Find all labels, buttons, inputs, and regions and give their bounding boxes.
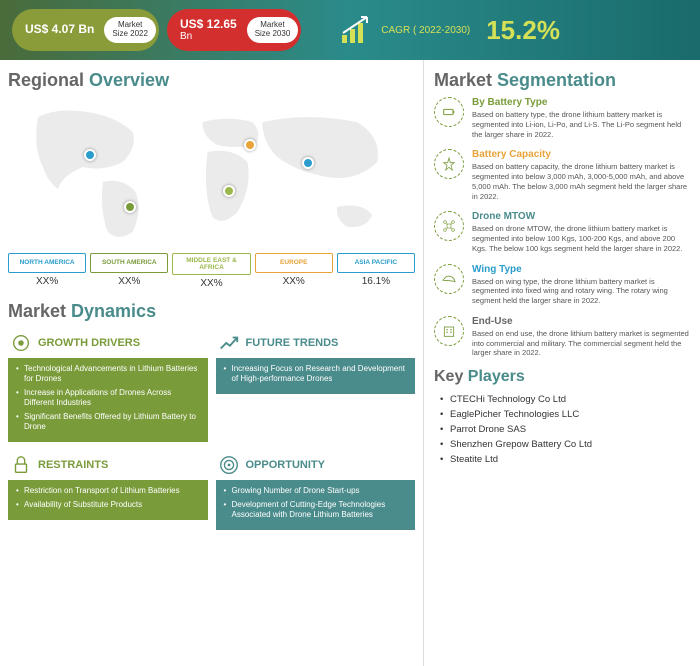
market-size-2022-pill: US$ 4.07 Bn MarketSize 2022: [12, 9, 159, 51]
dynamics-block-growth-drivers: GROWTH DRIVERS Technological Advancement…: [8, 328, 208, 442]
lock-icon: [10, 454, 32, 476]
pill-value: US$ 12.65Bn: [170, 18, 247, 42]
right-column: Market Segmentation By Battery TypeBased…: [424, 60, 700, 666]
pill-label: MarketSize 2030: [247, 17, 299, 43]
cagr-label: CAGR ( 2022-2030): [381, 25, 470, 36]
wing-icon: [434, 264, 464, 294]
cagr-value: 15.2%: [486, 15, 560, 46]
segment-drone-mtow: Drone MTOWBased on drone MTOW, the drone…: [434, 211, 690, 253]
target-icon: [218, 454, 240, 476]
region-boxes: NORTH AMERICAXX% SOUTH AMERICAXX% MIDDLE…: [8, 253, 415, 289]
list-item: Parrot Drone SAS: [440, 422, 690, 437]
market-segmentation-title: Market Segmentation: [434, 70, 690, 91]
gear-icon: [10, 332, 32, 354]
pill-value: US$ 4.07 Bn: [15, 23, 104, 36]
dynamics-grid: GROWTH DRIVERS Technological Advancement…: [8, 328, 415, 530]
segment-battery-capacity: Battery CapacityBased on battery capacit…: [434, 149, 690, 201]
region-box: ASIA PACIFIC16.1%: [337, 253, 415, 289]
region-box: EUROPEXX%: [255, 253, 333, 289]
list-item: Shenzhen Grepow Battery Co Ltd: [440, 437, 690, 452]
left-column: Regional Overview NORTH AMERICAXX%: [0, 60, 424, 666]
growth-chart-icon: [339, 13, 373, 47]
segment-battery-type: By Battery TypeBased on battery type, th…: [434, 97, 690, 139]
battery-icon: [434, 97, 464, 127]
dynamics-block-restraints: RESTRAINTS Restriction on Transport of L…: [8, 450, 208, 530]
map-pin-asia-pacific: [302, 157, 314, 169]
map-pin-europe: [244, 139, 256, 151]
pill-label: MarketSize 2022: [104, 17, 156, 43]
regional-overview-title: Regional Overview: [8, 70, 415, 91]
market-size-2030-pill: US$ 12.65Bn MarketSize 2030: [167, 9, 301, 51]
list-item: EaglePicher Technologies LLC: [440, 407, 690, 422]
drone-icon: [434, 211, 464, 241]
region-box: NORTH AMERICAXX%: [8, 253, 86, 289]
segment-wing-type: Wing TypeBased on wing type, the drone l…: [434, 264, 690, 306]
trend-icon: [218, 332, 240, 354]
key-players-list: CTECHi Technology Co Ltd EaglePicher Tec…: [434, 392, 690, 467]
building-icon: [434, 316, 464, 346]
map-pin-middle-east-africa: [223, 185, 235, 197]
world-map-svg: [8, 97, 415, 247]
dynamics-block-opportunity: OPPORTUNITY Growing Number of Drone Star…: [216, 450, 416, 530]
market-dynamics-title: Market Dynamics: [8, 301, 415, 322]
map-pin-south-america: [124, 201, 136, 213]
region-box: MIDDLE EAST & AFRICAXX%: [172, 253, 250, 289]
list-item: Steatite Ltd: [440, 452, 690, 467]
key-players-title: Key Players: [434, 368, 690, 386]
list-item: CTECHi Technology Co Ltd: [440, 392, 690, 407]
map-pin-north-america: [84, 149, 96, 161]
world-map: [8, 97, 415, 247]
header-bar: US$ 4.07 Bn MarketSize 2022 US$ 12.65Bn …: [0, 0, 700, 60]
dynamics-block-future-trends: FUTURE TRENDS Increasing Focus on Resear…: [216, 328, 416, 442]
region-box: SOUTH AMERICAXX%: [90, 253, 168, 289]
capacity-icon: [434, 149, 464, 179]
segment-end-use: End-UseBased on end use, the drone lithi…: [434, 316, 690, 358]
